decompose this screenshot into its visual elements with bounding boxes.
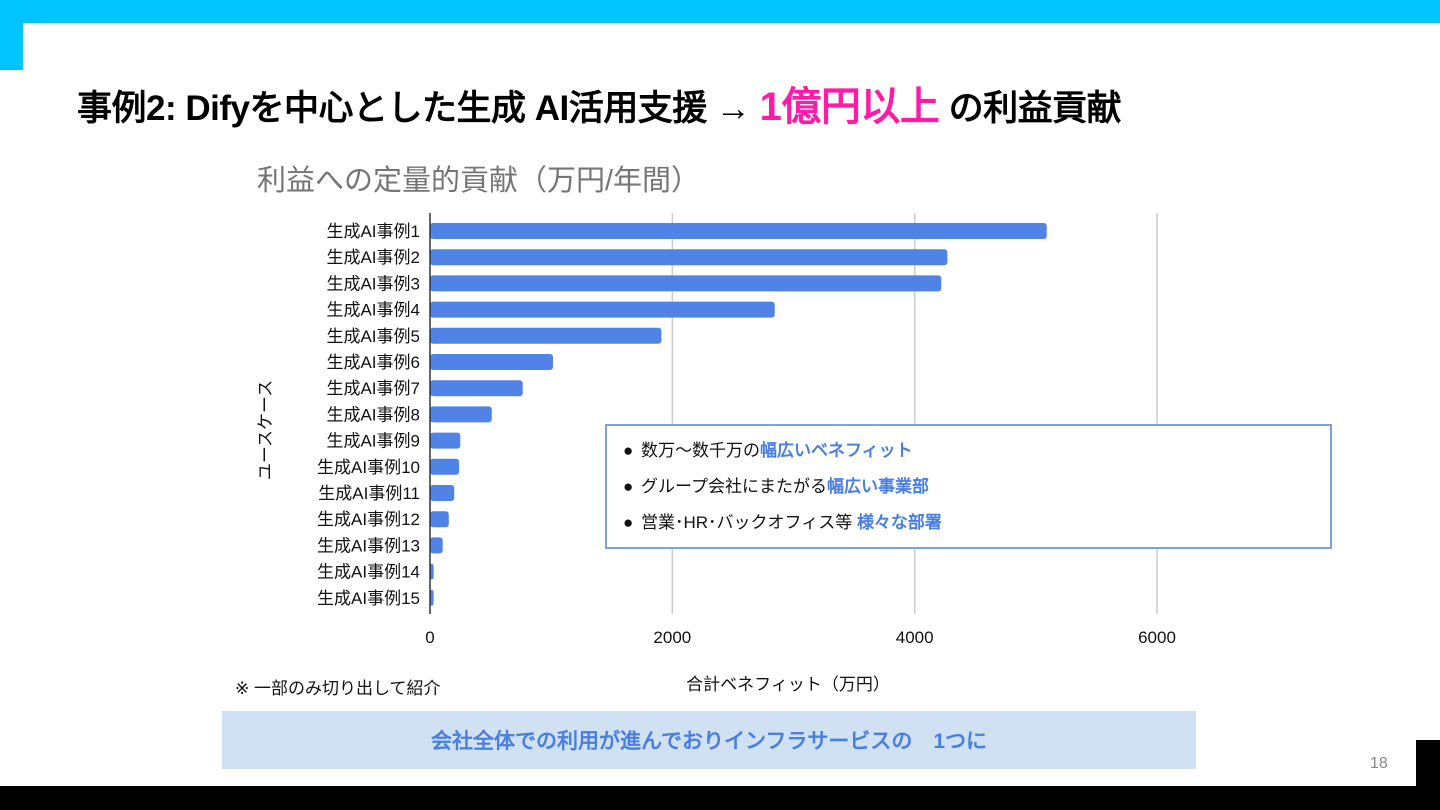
bar bbox=[430, 327, 662, 344]
callout-text: グループ会社にまたがる bbox=[641, 477, 827, 496]
callout-text: 営業･HR･バックオフィス等 bbox=[641, 513, 857, 532]
bar bbox=[430, 485, 455, 501]
x-axis-label: 合計ベネフィット（万円） bbox=[686, 675, 890, 694]
callout-emphasis: 幅広いベネフィット bbox=[760, 441, 913, 460]
callout-item: ● グループ会社にまたがる幅広い事業部 bbox=[623, 474, 1330, 510]
category-label: 生成AI事例9 bbox=[326, 432, 420, 451]
category-label: 生成AI事例10 bbox=[317, 458, 420, 477]
callout-item: ● 営業･HR･バックオフィス等 様々な部署 bbox=[623, 510, 1330, 546]
page-number: 18 bbox=[1370, 755, 1388, 772]
category-label: 生成AI事例12 bbox=[317, 510, 420, 529]
bullet-icon: ● bbox=[623, 441, 634, 460]
bar bbox=[430, 458, 460, 475]
bar bbox=[430, 354, 553, 370]
category-label: 生成AI事例11 bbox=[318, 484, 420, 503]
bar bbox=[430, 223, 1047, 239]
top-left-accent bbox=[0, 0, 23, 70]
bar bbox=[430, 301, 775, 318]
category-label: 生成AI事例5 bbox=[326, 327, 420, 346]
category-label: 生成AI事例3 bbox=[326, 274, 420, 293]
chart-title: 利益への定量的貢献（万円/年間） bbox=[257, 165, 701, 197]
bottom-right-accent bbox=[1416, 740, 1440, 790]
bar bbox=[430, 275, 942, 292]
x-tick-label: 4000 bbox=[896, 628, 934, 647]
category-label: 生成AI事例8 bbox=[326, 405, 420, 424]
title-prefix: 事例2: Difyを中心とした生成 AI活用支援 → bbox=[77, 89, 760, 128]
bar bbox=[430, 589, 434, 606]
category-label: 生成AI事例15 bbox=[317, 589, 420, 608]
callout-box: ● 数万〜数千万の幅広いベネフィット ● グループ会社にまたがる幅広い事業部 ● 営業… bbox=[605, 424, 1332, 549]
footnote: ※ 一部のみ切り出して紹介 bbox=[235, 679, 441, 698]
slide-title: 事例2: Difyを中心とした生成 AI活用支援 → 1億円以上 の利益貢献 bbox=[77, 74, 1122, 132]
title-suffix: の利益貢献 bbox=[939, 89, 1122, 128]
x-tick-label: 2000 bbox=[653, 628, 691, 647]
bar bbox=[430, 537, 443, 554]
bar bbox=[430, 249, 948, 266]
category-label: 生成AI事例2 bbox=[326, 248, 420, 267]
bottom-bar bbox=[0, 786, 1440, 810]
callout-text: 数万〜数千万の bbox=[641, 441, 760, 460]
category-label: 生成AI事例13 bbox=[317, 536, 420, 555]
bar bbox=[430, 406, 492, 423]
bar bbox=[430, 563, 434, 580]
category-label: 生成AI事例14 bbox=[317, 563, 420, 582]
category-label: 生成AI事例4 bbox=[326, 301, 420, 320]
bullet-icon: ● bbox=[623, 477, 634, 496]
category-label: 生成AI事例7 bbox=[326, 379, 420, 398]
y-axis-label: ユースケース bbox=[256, 380, 275, 480]
bar bbox=[430, 511, 449, 528]
callout-emphasis: 幅広い事業部 bbox=[826, 477, 929, 496]
x-tick-label: 6000 bbox=[1138, 628, 1176, 647]
bullet-icon: ● bbox=[623, 513, 634, 532]
title-highlight: 1億円以上 bbox=[759, 85, 940, 129]
top-accent-bar bbox=[0, 0, 1440, 23]
category-label: 生成AI事例6 bbox=[326, 353, 420, 372]
bar bbox=[430, 380, 523, 397]
x-tick-label: 0 bbox=[425, 628, 434, 647]
callout-emphasis: 様々な部署 bbox=[856, 513, 942, 532]
callout-item: ● 数万〜数千万の幅広いベネフィット bbox=[623, 438, 1330, 474]
category-label: 生成AI事例1 bbox=[326, 222, 420, 241]
banner-text: 会社全体での利用が進んでおりインフラサービスの 1つに bbox=[431, 730, 987, 753]
bar bbox=[430, 432, 461, 449]
summary-banner: 会社全体での利用が進んでおりインフラサービスの 1つに bbox=[222, 711, 1196, 769]
